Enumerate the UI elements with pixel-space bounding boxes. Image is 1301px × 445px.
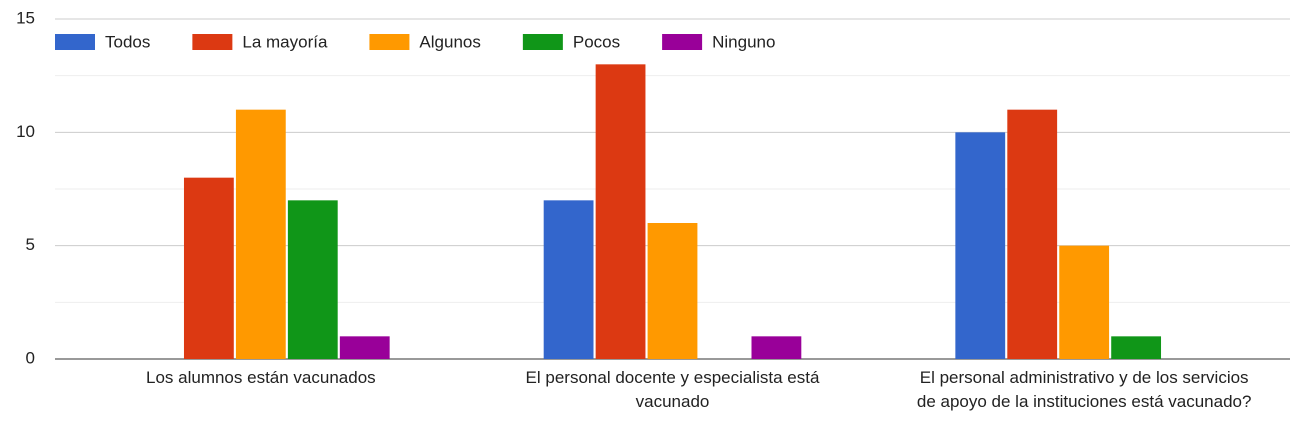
legend-swatch: [662, 34, 703, 50]
legend-label: Pocos: [573, 32, 620, 51]
x-tick-label: Los alumnos están vacunados: [146, 368, 376, 387]
bar: [543, 200, 594, 359]
bar: [955, 132, 1006, 359]
bar: [1007, 109, 1058, 360]
legend-swatch: [522, 34, 563, 50]
legend-swatch: [55, 34, 95, 50]
bar: [287, 200, 338, 359]
bar: [595, 64, 646, 359]
bar: [1059, 245, 1110, 359]
bar: [339, 336, 390, 359]
legend-label: Algunos: [419, 32, 480, 51]
legend-swatch: [369, 34, 410, 50]
bar: [1111, 336, 1162, 359]
y-tick-label: 10: [16, 122, 35, 141]
legend-label: Todos: [105, 32, 150, 51]
legend-label: La mayoría: [242, 32, 328, 51]
bar: [647, 223, 698, 359]
y-tick-label: 5: [26, 235, 35, 254]
bar: [751, 336, 802, 359]
y-tick-label: 15: [16, 8, 35, 27]
y-tick-label: 0: [26, 348, 35, 367]
bar: [235, 109, 286, 360]
legend-swatch: [192, 34, 233, 50]
legend-label: Ninguno: [712, 32, 775, 51]
x-tick-label: El personal administrativo y de los serv…: [916, 368, 1252, 411]
bar: [183, 177, 234, 359]
x-tick-label: El personal docente y especialista está …: [525, 368, 820, 411]
